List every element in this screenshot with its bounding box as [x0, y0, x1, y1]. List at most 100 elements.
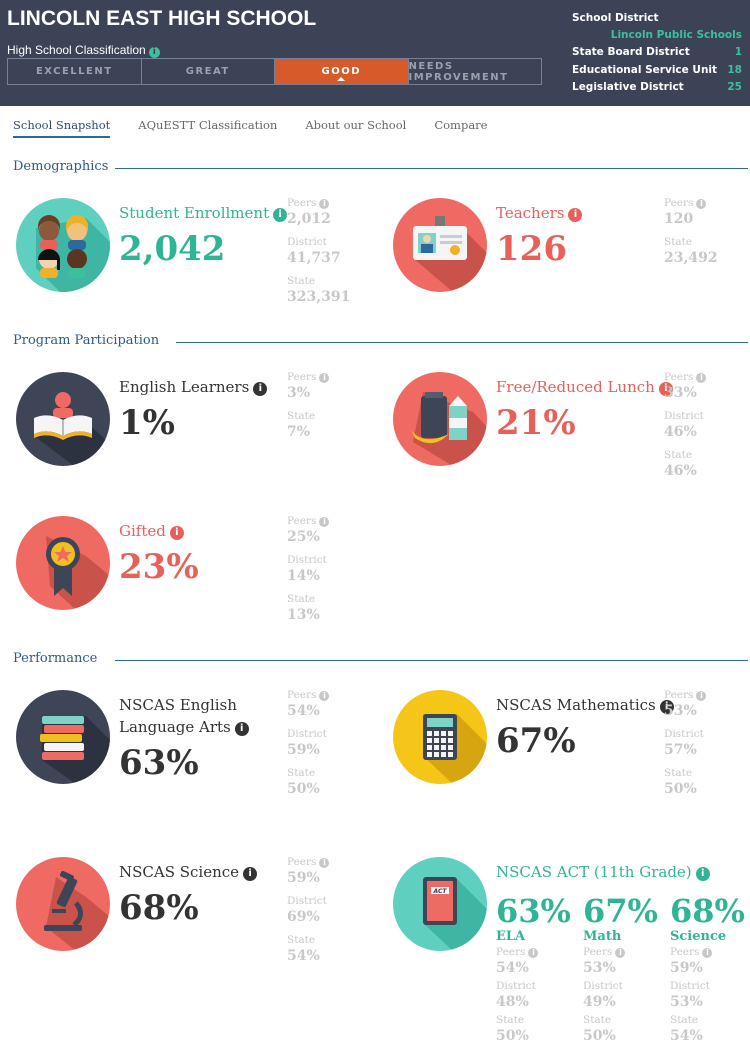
info-icon[interactable]: i [148, 47, 160, 58]
district-label: School District [572, 11, 659, 24]
lunch-label-text: Free/Reduced Lunch [496, 378, 655, 396]
info-icon[interactable]: i [615, 948, 626, 958]
section-divider [176, 342, 748, 343]
peers-label: Peers i [670, 945, 750, 959]
peers-label: Peers i [664, 370, 744, 384]
peers-value: 2,012 [287, 211, 331, 227]
state-value: 23,492 [664, 250, 718, 266]
state-label: State [287, 593, 316, 605]
district-value: 41,737 [287, 250, 341, 266]
book-reader-icon [16, 372, 110, 466]
district-value: 14% [287, 568, 320, 584]
state-label: State [670, 1014, 699, 1026]
info-icon[interactable]: i [568, 208, 583, 222]
peers-label-text: Peers [583, 946, 613, 958]
info-icon[interactable]: i [696, 373, 707, 383]
teachers-comparison: Peers i 120 State 23,492 [664, 196, 744, 274]
act-booklet-icon: ACT [393, 857, 487, 951]
district-label: District [287, 554, 327, 566]
gifted-comparison: Peers i 25% District 14% State 13% [287, 514, 367, 631]
info-icon[interactable]: i [702, 948, 713, 958]
teachers-label-text: Teachers [496, 204, 565, 222]
state-label: State [287, 275, 316, 287]
peers-label-text: Peers [664, 689, 694, 701]
state-board-row: State Board District 1 [572, 44, 742, 61]
district-value: 49% [583, 994, 616, 1010]
classification-needs-improvement[interactable]: NEEDS IMPROVEMENT [408, 60, 509, 83]
tab-school-snapshot[interactable]: School Snapshot [13, 118, 111, 138]
ela-label: NSCAS English Language Arts i [119, 694, 249, 738]
ell-label: English Learners i [119, 376, 268, 398]
students-icon [16, 198, 110, 292]
info-icon[interactable]: i [319, 858, 330, 868]
peers-value: 33% [664, 385, 697, 401]
peers-label-text: Peers [664, 197, 694, 209]
peers-label-text: Peers [664, 371, 694, 383]
ell-label-text: English Learners [119, 378, 250, 396]
tab-bar: School Snapshot AQuESTT Classification A… [13, 118, 515, 138]
info-icon[interactable]: i [169, 526, 184, 540]
state-label: State [664, 236, 693, 248]
legislative-value: 25 [727, 80, 742, 93]
info-icon[interactable]: i [658, 382, 673, 396]
enrollment-comparison: Peers i 2,012 District 41,737 State 323,3… [287, 196, 367, 313]
district-value: 59% [287, 742, 320, 758]
state-value: 323,391 [287, 289, 351, 305]
tab-about-our-school[interactable]: About our School [305, 118, 407, 132]
info-icon[interactable]: i [695, 867, 710, 881]
science-value: 68% [119, 888, 199, 928]
calculator-icon [393, 690, 487, 784]
classification-great[interactable]: GREAT [142, 59, 275, 84]
info-icon[interactable]: i [528, 948, 539, 958]
act-ela-column: 63% ELA Peers i 54% District 48% State 50… [496, 893, 578, 1047]
ela-label-line2-wrap: Language Arts i [119, 716, 249, 738]
peers-value: 54% [287, 703, 320, 719]
classification-good[interactable]: GOOD [275, 59, 409, 84]
state-value: 13% [287, 607, 320, 623]
microscope-icon [16, 857, 110, 951]
enrollment-label-text: Student Enrollment [119, 204, 270, 222]
section-demographics: Demographics [13, 159, 109, 174]
peers-value: 120 [664, 211, 694, 227]
info-icon[interactable]: i [243, 867, 258, 881]
tab-compare[interactable]: Compare [434, 118, 488, 132]
gifted-label-text: Gifted [119, 522, 166, 540]
info-icon[interactable]: i [253, 382, 268, 396]
act-science-label: Science [670, 929, 727, 944]
info-icon[interactable]: i [659, 700, 674, 714]
state-label: State [496, 1014, 525, 1026]
classification-excellent[interactable]: EXCELLENT [8, 59, 142, 84]
peers-value: 25% [287, 529, 320, 545]
info-icon[interactable]: i [319, 691, 330, 701]
peers-value: 59% [670, 960, 703, 976]
info-icon[interactable]: i [696, 691, 707, 701]
legislative-row: Legislative District 25 [572, 78, 742, 95]
state-label: State [664, 449, 693, 461]
act-math-label: Math [583, 929, 622, 944]
info-icon[interactable]: i [319, 199, 330, 209]
tab-aquestt-classification[interactable]: AQuESTT Classification [138, 118, 278, 132]
info-icon[interactable]: i [319, 373, 330, 383]
info-icon[interactable]: i [234, 722, 249, 736]
lunch-icon [393, 372, 487, 466]
info-icon[interactable]: i [273, 208, 288, 222]
district-label: District [287, 728, 327, 740]
info-icon[interactable]: i [696, 199, 707, 209]
enrollment-label: Student Enrollment i [119, 202, 288, 224]
state-value: 54% [670, 1028, 703, 1044]
ela-label-line2: Language Arts [119, 718, 231, 736]
section-divider [115, 168, 748, 169]
info-icon[interactable]: i [319, 517, 330, 527]
act-label: NSCAS ACT (11th Grade) i [496, 861, 710, 883]
peers-value: 53% [583, 960, 616, 976]
book-stack-icon [16, 690, 110, 784]
lunch-value: 21% [496, 403, 576, 443]
esu-label: Educational Service Unit [572, 63, 718, 76]
district-value: 48% [496, 994, 529, 1010]
district-row: School District [572, 9, 742, 26]
district-name[interactable]: Lincoln Public Schools [610, 28, 742, 41]
peers-label-text: Peers [287, 197, 317, 209]
peers-label: Peers i [287, 514, 367, 528]
gifted-label: Gifted i [119, 520, 184, 542]
enrollment-value: 2,042 [119, 229, 226, 269]
